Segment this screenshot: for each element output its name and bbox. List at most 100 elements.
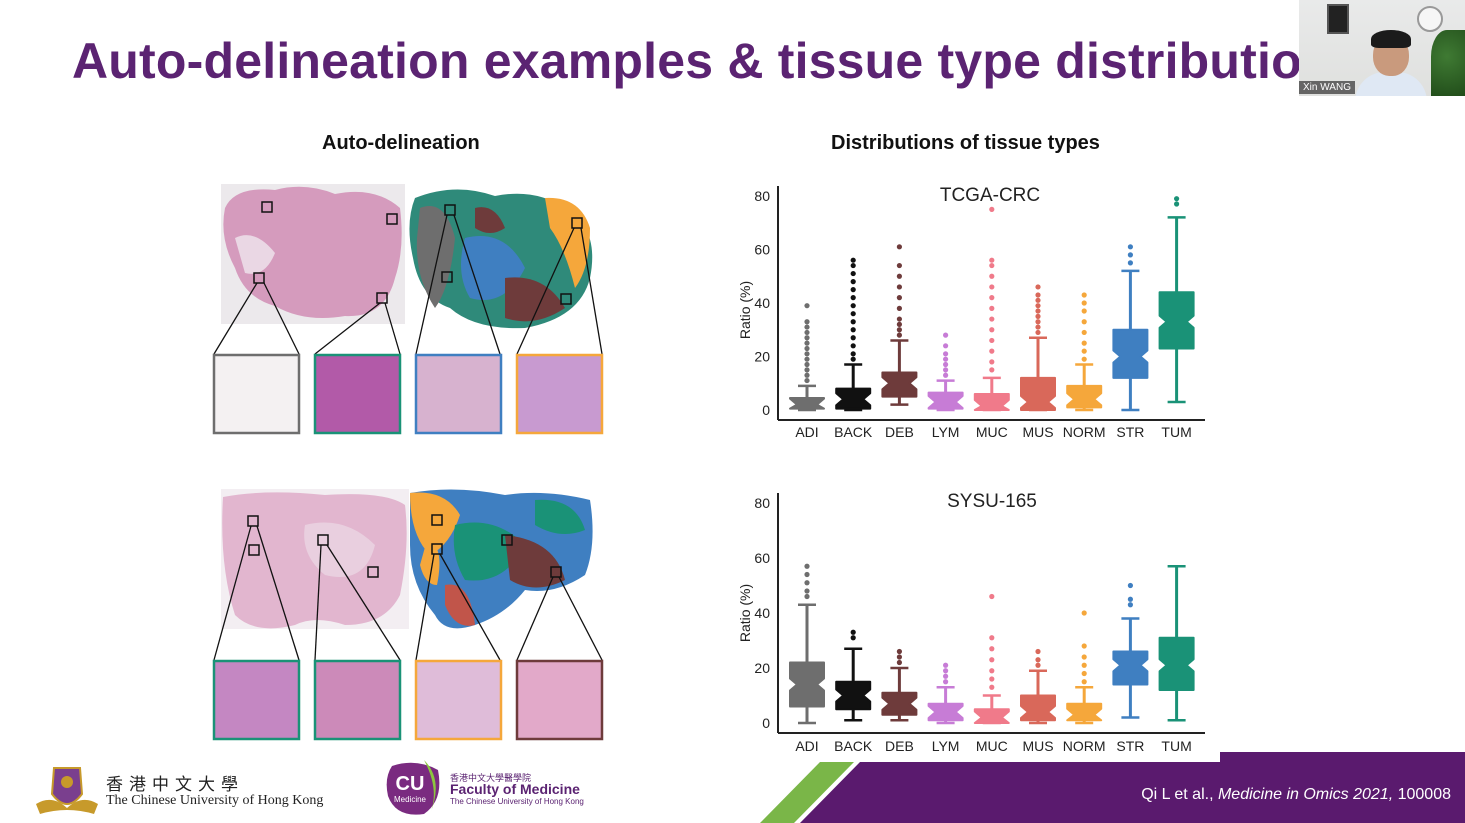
outlier-point bbox=[850, 279, 856, 285]
outlier-point bbox=[1174, 201, 1180, 207]
webcam-video[interactable]: Xin WANG bbox=[1299, 0, 1465, 96]
outlier-point bbox=[989, 257, 995, 263]
outlier-point bbox=[1081, 340, 1087, 346]
outlier-point bbox=[943, 351, 949, 357]
wall-calendar bbox=[1327, 4, 1349, 34]
outlier-point bbox=[989, 593, 995, 600]
outlier-point bbox=[850, 257, 856, 263]
outlier-point bbox=[1035, 303, 1041, 309]
outlier-point bbox=[989, 348, 995, 354]
x-tick-label: STR bbox=[1116, 424, 1144, 440]
outlier-point bbox=[1081, 329, 1087, 336]
y-tick-label: 60 bbox=[754, 550, 770, 566]
box-back bbox=[835, 680, 872, 711]
box-muc bbox=[973, 708, 1010, 724]
outlier-point bbox=[989, 295, 995, 301]
outlier-point bbox=[896, 305, 902, 311]
outlier-point bbox=[850, 262, 856, 269]
outlier-point bbox=[943, 343, 949, 349]
outlier-point bbox=[943, 361, 949, 368]
outlier-point bbox=[1035, 308, 1041, 314]
outlier-point bbox=[1081, 679, 1087, 685]
outlier-point bbox=[896, 654, 902, 660]
outlier-point bbox=[989, 359, 995, 365]
outlier-point bbox=[850, 335, 856, 341]
x-tick-label: MUS bbox=[1022, 424, 1053, 440]
y-tick-label: 0 bbox=[762, 402, 770, 418]
outlier-point bbox=[804, 356, 810, 362]
outlier-point bbox=[943, 372, 949, 378]
y-axis-label: Ratio (%) bbox=[737, 281, 753, 339]
cu-medicine-logo: CU Medicine bbox=[386, 760, 440, 815]
x-tick-label: NORM bbox=[1063, 424, 1106, 440]
outlier-point bbox=[850, 295, 856, 301]
right-section-heading: Distributions of tissue types bbox=[831, 132, 1100, 154]
box-tum bbox=[1158, 636, 1195, 691]
y-axis-label: Ratio (%) bbox=[737, 584, 753, 642]
y-tick-label: 80 bbox=[754, 495, 770, 511]
outlier-point bbox=[850, 343, 856, 349]
outlier-point bbox=[850, 287, 856, 293]
outlier-point bbox=[804, 324, 810, 330]
outlier-point bbox=[804, 588, 810, 594]
med-badge-top: CU bbox=[396, 773, 425, 795]
outlier-point bbox=[1081, 308, 1087, 314]
box-adi bbox=[789, 661, 825, 708]
outlier-point bbox=[804, 303, 810, 309]
box-adi bbox=[789, 396, 825, 410]
plant bbox=[1431, 30, 1465, 96]
outlier-point bbox=[804, 329, 810, 336]
outlier-point bbox=[804, 377, 810, 384]
he-tissue bbox=[223, 186, 402, 319]
outlier-point bbox=[943, 673, 949, 679]
outlier-point bbox=[989, 284, 995, 290]
outlier-point bbox=[850, 311, 856, 317]
y-tick-label: 20 bbox=[754, 660, 770, 676]
outlier-point bbox=[850, 351, 856, 357]
outlier-point bbox=[1035, 329, 1041, 336]
outlier-point bbox=[1081, 319, 1087, 325]
outlier-point bbox=[1127, 244, 1133, 250]
box-deb bbox=[881, 371, 918, 398]
x-tick-label: ADI bbox=[795, 424, 818, 440]
outlier-point bbox=[989, 262, 995, 269]
outlier-point bbox=[1127, 252, 1133, 258]
outlier-point bbox=[896, 262, 902, 269]
outlier-point bbox=[896, 284, 902, 290]
outlier-point bbox=[989, 337, 995, 344]
x-tick-label: MUC bbox=[976, 738, 1008, 754]
outlier-point bbox=[989, 316, 995, 322]
x-tick-label: STR bbox=[1116, 738, 1144, 754]
inset-lym bbox=[414, 353, 503, 435]
outlier-point bbox=[943, 662, 949, 668]
outlier-point bbox=[896, 332, 902, 338]
x-tick-label: LYM bbox=[932, 738, 960, 754]
box-str bbox=[1112, 328, 1149, 379]
left-section-heading: Auto-delineation bbox=[322, 132, 480, 154]
y-tick-label: 80 bbox=[754, 188, 770, 204]
footer-bar bbox=[760, 752, 1465, 823]
outlier-point bbox=[1174, 196, 1180, 202]
box-lym bbox=[927, 391, 964, 410]
box-mus bbox=[1020, 376, 1056, 411]
chart-title: TCGA-CRC bbox=[940, 185, 1040, 206]
outlier-point bbox=[1081, 356, 1087, 362]
med-chinese-name: 香港中文大學醫學院 bbox=[450, 773, 532, 783]
wall-clock-icon bbox=[1417, 6, 1443, 32]
cuhk-chinese-name: 香港中文大學 bbox=[106, 775, 244, 795]
x-tick-label: ADI bbox=[795, 738, 818, 754]
outlier-point bbox=[989, 635, 995, 641]
outlier-point bbox=[804, 563, 810, 569]
outlier-point bbox=[943, 679, 949, 685]
outlier-point bbox=[1127, 596, 1133, 602]
delineation-example-2 bbox=[212, 489, 604, 741]
med-university-name: The Chinese University of Hong Kong bbox=[450, 797, 584, 806]
citation-article-id: 100008 bbox=[1393, 786, 1451, 803]
outlier-point bbox=[1081, 643, 1087, 649]
x-tick-label: TUM bbox=[1161, 424, 1191, 440]
outlier-point bbox=[804, 571, 810, 578]
outlier-point bbox=[989, 684, 995, 690]
x-tick-label: MUC bbox=[976, 424, 1008, 440]
x-tick-label: BACK bbox=[834, 424, 873, 440]
box-tum bbox=[1158, 291, 1195, 350]
